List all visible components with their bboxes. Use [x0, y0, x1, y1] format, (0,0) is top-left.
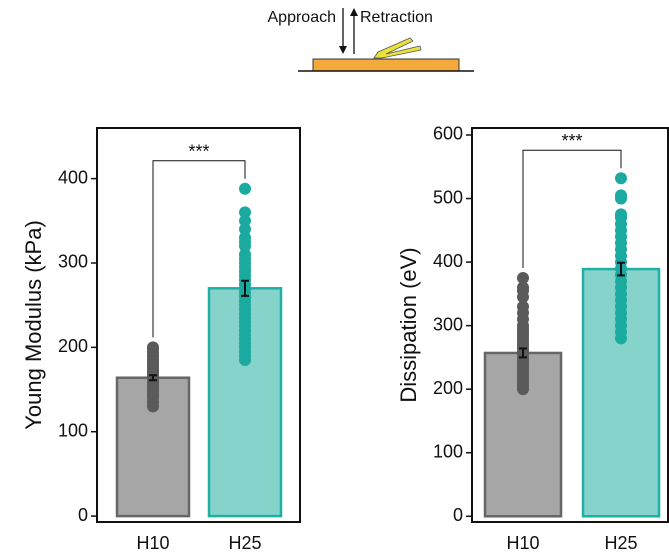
y-tick-label: 300: [58, 252, 88, 272]
y-axis-label: Dissipation (eV): [396, 247, 421, 402]
y-tick-label: 300: [433, 314, 463, 334]
significance-bracket: [523, 150, 621, 268]
y-tick-label: 0: [78, 505, 88, 525]
significance-label: ***: [561, 131, 582, 151]
schematic: Approach Retraction: [268, 8, 475, 71]
data-point: [239, 206, 251, 218]
data-point: [147, 341, 159, 353]
x-tick-label: H25: [228, 533, 261, 553]
y-axis-label: Young Modulus (kPa): [21, 220, 46, 430]
retraction-label: Retraction: [360, 9, 433, 26]
y-tick-label: 500: [433, 187, 463, 207]
data-point: [517, 272, 529, 284]
y-tick-label: 200: [433, 378, 463, 398]
y-tick-label: 200: [58, 336, 88, 356]
data-point: [615, 189, 627, 201]
data-point: [239, 183, 251, 195]
x-tick-label: H10: [136, 533, 169, 553]
y-tick-label: 600: [433, 124, 463, 144]
data-point: [615, 172, 627, 184]
significance-label: ***: [188, 141, 209, 161]
cantilever: [374, 38, 421, 58]
data-point: [615, 208, 627, 220]
y-tick-label: 100: [433, 441, 463, 461]
retraction-arrowhead: [350, 8, 358, 16]
x-tick-label: H10: [506, 533, 539, 553]
y-tick-label: 400: [58, 167, 88, 187]
figure: Approach Retraction 0 100 200 300 400 Young M…: [0, 0, 669, 559]
y-tick-label: 0: [453, 505, 463, 525]
sample: [313, 59, 459, 71]
approach-arrowhead: [339, 46, 347, 54]
y-tick-label: 400: [433, 251, 463, 271]
y-tick-label: 100: [58, 420, 88, 440]
approach-label: Approach: [268, 9, 337, 26]
x-tick-label: H25: [604, 533, 637, 553]
